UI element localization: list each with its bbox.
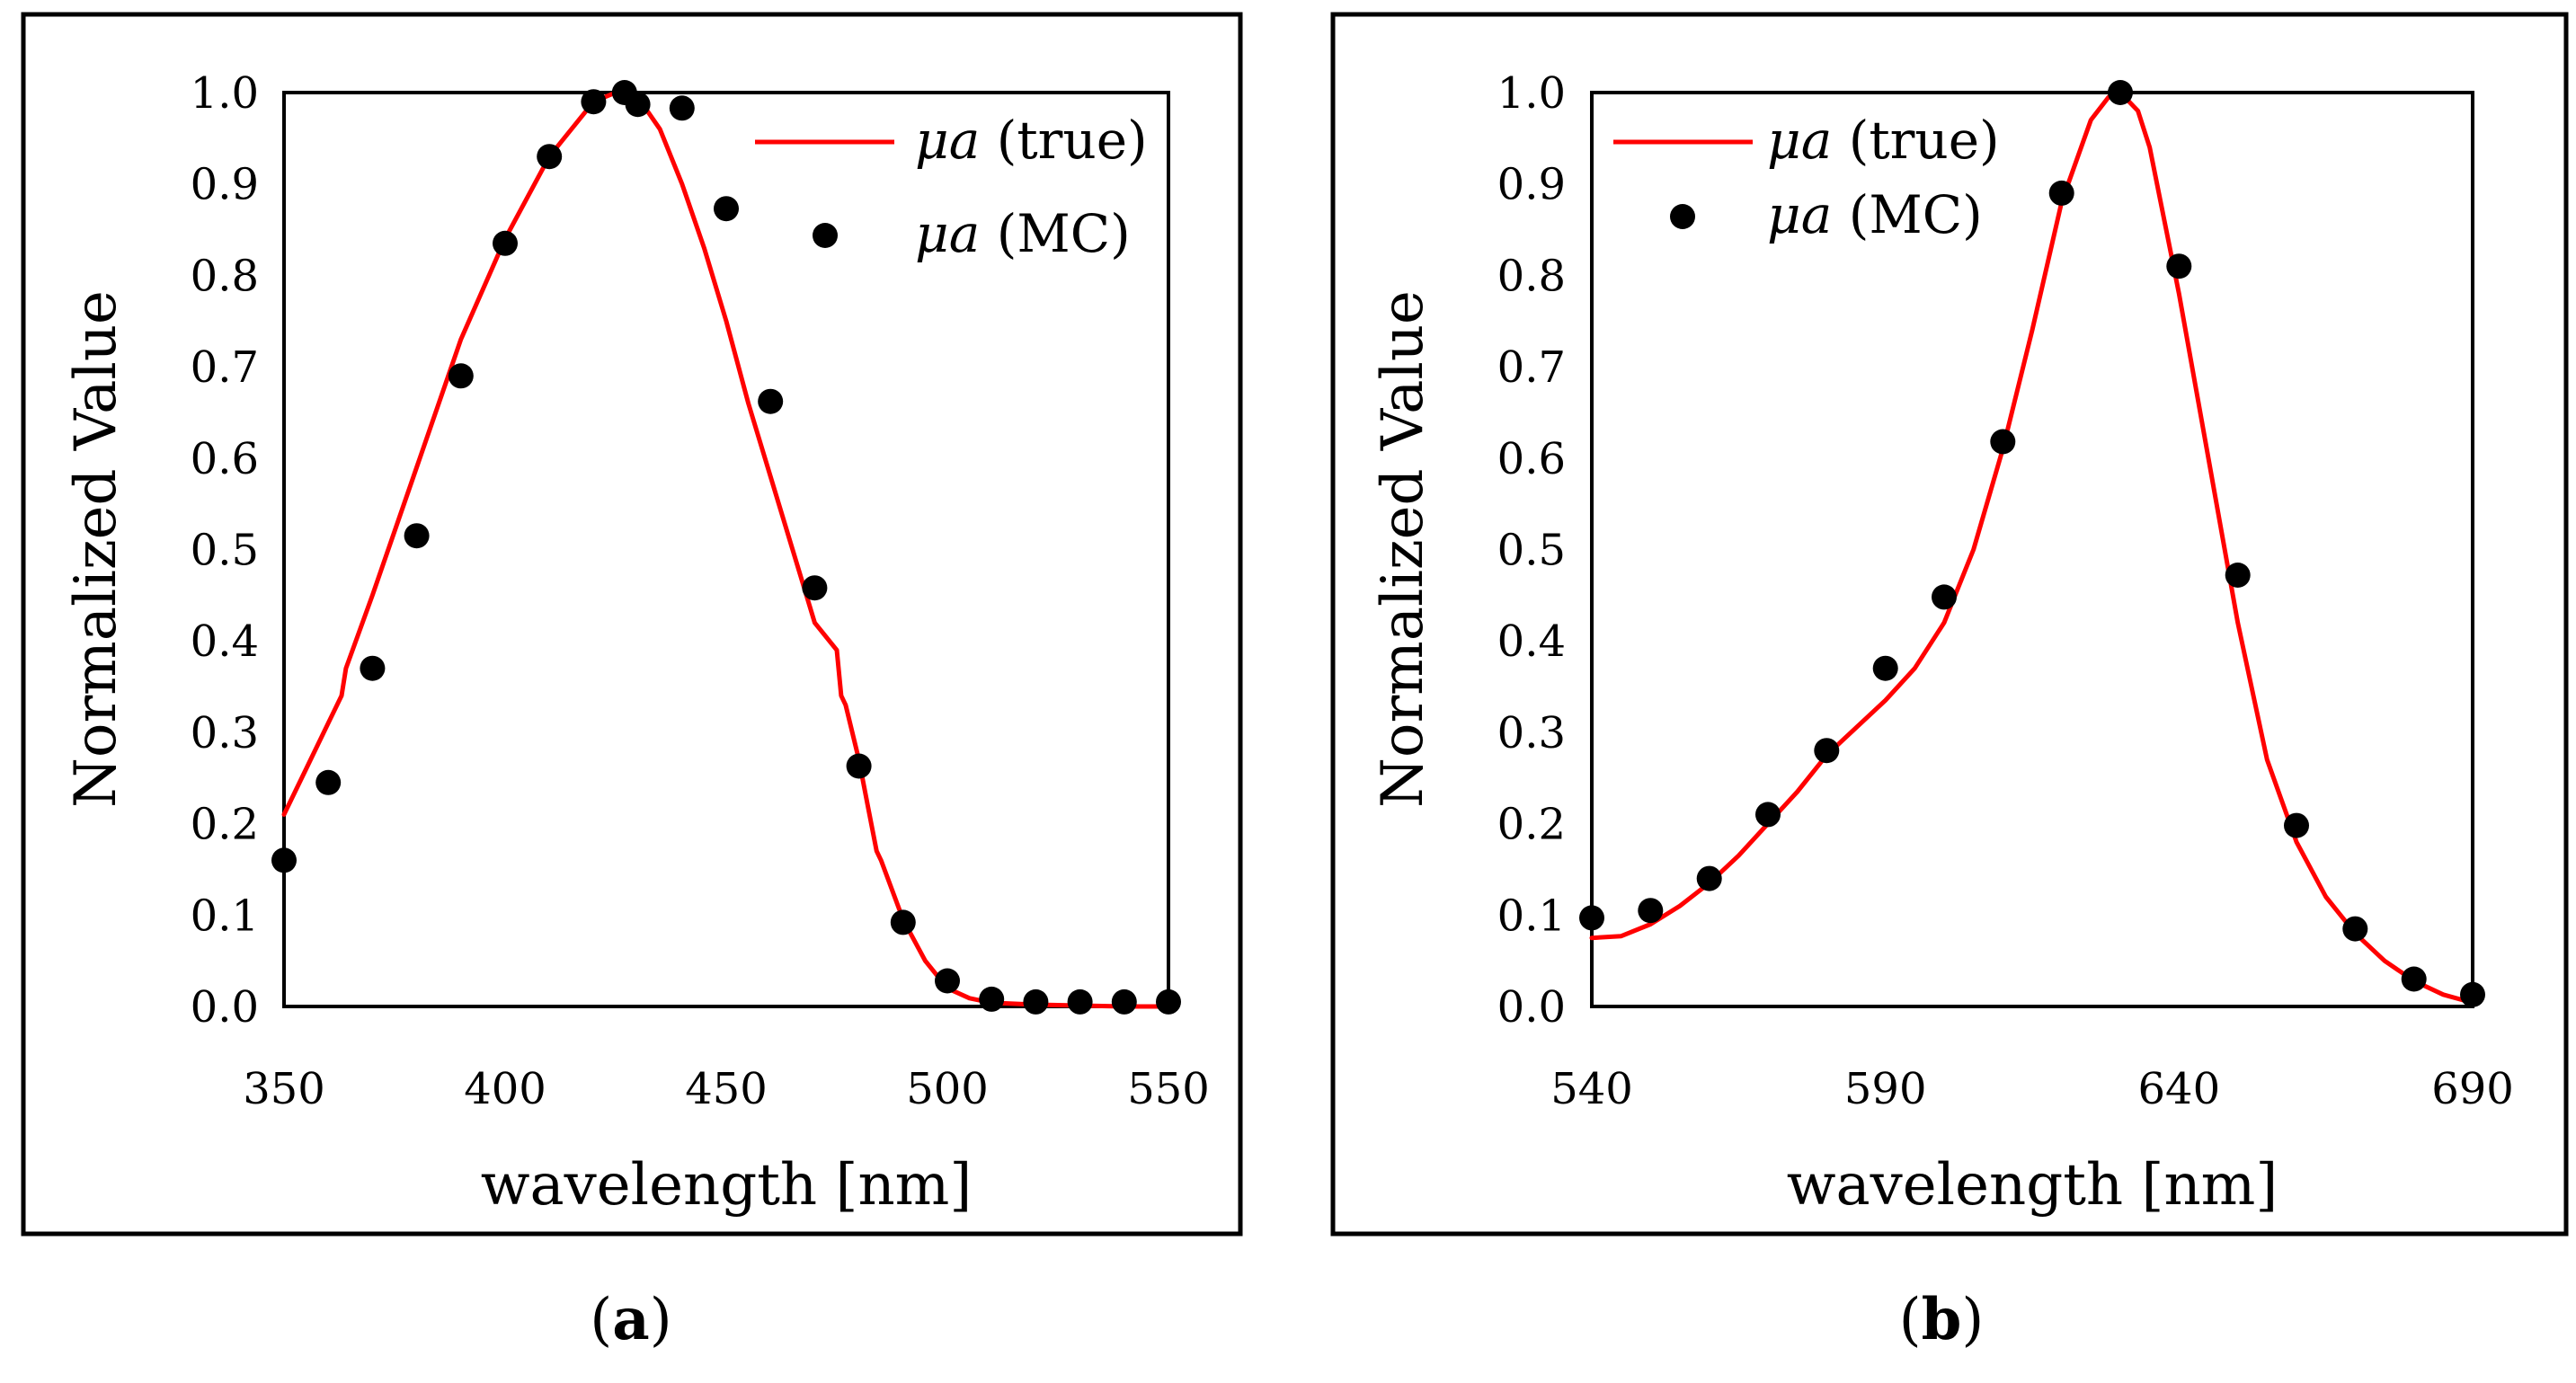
data-point-mc	[1814, 738, 1840, 764]
data-point-mc	[493, 230, 518, 256]
data-point-mc	[360, 655, 386, 681]
data-point-mc	[2342, 916, 2368, 942]
y-tick-label: 0.8	[191, 251, 259, 301]
data-point-mc	[1932, 584, 1957, 610]
y-tick-label: 0.7	[191, 342, 259, 393]
y-tick-label: 0.4	[1497, 616, 1566, 667]
data-point-mc	[2225, 563, 2251, 588]
x-tick-label: 400	[464, 1064, 546, 1114]
data-point-mc	[625, 92, 651, 118]
x-tick-label: 550	[1127, 1064, 1210, 1114]
y-tick-label: 0.6	[191, 434, 259, 484]
plot-area-a	[282, 91, 1170, 1008]
y-tick-label: 1.0	[1497, 68, 1566, 119]
x-tick-labels-b: 540 590 640 690	[1550, 1064, 2514, 1114]
y-tick-label: 0.1	[191, 891, 259, 941]
legend-label-mc: μa (MC)	[1767, 184, 1983, 245]
y-tick-label: 0.7	[1497, 342, 1566, 393]
y-tick-label: 0.9	[1497, 160, 1566, 210]
legend-a: μa (true) μa (MC)	[755, 110, 1148, 264]
data-point-mc	[581, 89, 607, 115]
data-point-mc	[1156, 988, 1181, 1015]
data-point-mc	[714, 196, 739, 222]
y-tick-label: 0.8	[1497, 251, 1566, 301]
x-tick-label: 350	[243, 1064, 325, 1114]
x-tick-label: 540	[1550, 1064, 1633, 1114]
y-tick-label: 0.3	[1497, 708, 1566, 758]
plot-area-b	[1590, 91, 2474, 1008]
y-tick-label: 0.9	[191, 160, 259, 210]
data-point-mc	[1111, 988, 1137, 1015]
y-axis-title-a: Normalized Value	[63, 290, 129, 808]
legend-marker-mc	[1670, 204, 1695, 229]
y-tick-label: 0.2	[191, 800, 259, 850]
data-point-mc	[802, 575, 828, 601]
data-point-mc	[1990, 429, 2016, 455]
y-tick-labels-a: 0.0 0.1 0.2 0.3 0.4 0.5 0.6 0.7 0.8 0.9 …	[191, 68, 259, 1033]
data-point-mc	[1755, 802, 1781, 828]
x-tick-labels-a: 350 400 450 500 550	[243, 1064, 1210, 1114]
legend-label-mc: μa (MC)	[915, 203, 1131, 264]
legend-marker-mc	[813, 223, 838, 248]
data-point-mc	[315, 769, 342, 795]
y-tick-label: 0.1	[1497, 891, 1566, 941]
y-tick-label: 0.2	[1497, 800, 1566, 850]
series-line-true-b	[1589, 90, 2475, 1006]
data-point-mc	[1023, 988, 1049, 1015]
x-tick-label: 500	[906, 1064, 989, 1114]
data-point-mc	[935, 968, 960, 994]
y-tick-label: 1.0	[191, 68, 259, 119]
y-tick-label: 0.0	[191, 982, 259, 1033]
panel-a-frame	[21, 12, 1243, 1237]
x-tick-label: 450	[685, 1064, 768, 1114]
y-tick-label: 0.5	[191, 526, 259, 576]
data-point-mc	[758, 388, 784, 414]
data-point-mc	[1638, 898, 1664, 924]
panel-b-frame	[1330, 12, 2569, 1237]
x-axis-title-a: wavelength [nm]	[481, 1152, 973, 1219]
data-point-mc	[1696, 865, 1722, 891]
data-point-mc	[890, 909, 916, 935]
series-points-mc-b	[1579, 80, 2485, 1007]
data-point-mc	[669, 95, 695, 121]
data-point-mc	[2166, 253, 2192, 279]
legend-label-true: μa (true)	[915, 110, 1148, 171]
legend-label-true: μa (true)	[1767, 110, 2000, 171]
caption-b: (b)	[1899, 1286, 1985, 1353]
series-points-mc-a	[271, 80, 1181, 1015]
y-tick-label: 0.3	[191, 708, 259, 758]
x-tick-label: 640	[2137, 1064, 2220, 1114]
y-tick-label: 0.4	[191, 616, 259, 667]
x-tick-label: 590	[1844, 1064, 1927, 1114]
y-axis-title-b: Normalized Value	[1370, 290, 1436, 808]
y-tick-label: 0.0	[1497, 982, 1566, 1033]
data-point-mc	[979, 986, 1005, 1012]
data-point-mc	[2108, 80, 2133, 105]
data-point-mc	[404, 523, 430, 549]
y-tick-labels-b: 0.0 0.1 0.2 0.3 0.4 0.5 0.6 0.7 0.8 0.9 …	[1497, 68, 1566, 1033]
data-point-mc	[2401, 966, 2427, 992]
data-point-mc	[846, 753, 872, 779]
legend-b: μa (true) μa (MC)	[1613, 110, 2000, 245]
data-point-mc	[2284, 812, 2309, 838]
chart-panel-b: 0.0 0.1 0.2 0.3 0.4 0.5 0.6 0.7 0.8 0.9 …	[1330, 12, 2569, 1237]
x-axis-title-b: wavelength [nm]	[1787, 1152, 2278, 1219]
x-tick-label: 690	[2431, 1064, 2514, 1114]
data-point-mc	[1067, 988, 1093, 1015]
caption-a: (a)	[590, 1286, 671, 1353]
data-point-mc	[1872, 655, 1898, 681]
data-point-mc	[2048, 180, 2074, 206]
data-point-mc	[1579, 905, 1604, 931]
data-point-mc	[448, 363, 474, 389]
data-point-mc	[271, 847, 297, 873]
y-tick-label: 0.5	[1497, 526, 1566, 576]
data-point-mc	[2460, 981, 2485, 1007]
data-point-mc	[537, 144, 563, 170]
chart-panel-a: 0.0 0.1 0.2 0.3 0.4 0.5 0.6 0.7 0.8 0.9 …	[21, 12, 1243, 1237]
y-tick-label: 0.6	[1497, 434, 1566, 484]
